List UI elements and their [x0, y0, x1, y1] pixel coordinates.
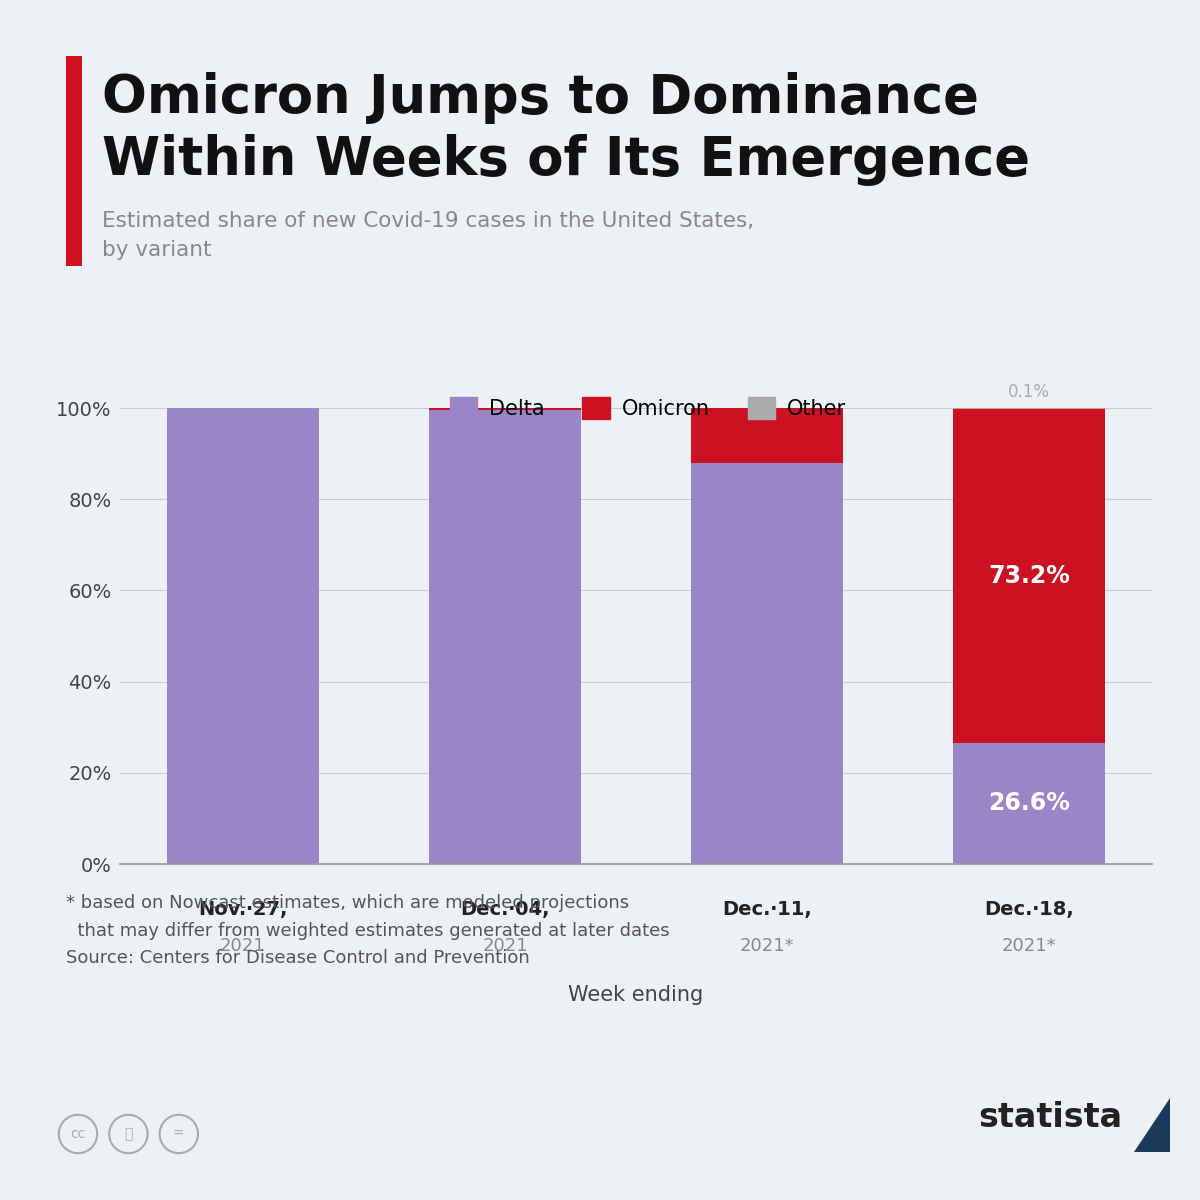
- Legend: Delta, Omicron, Other: Delta, Omicron, Other: [442, 389, 854, 427]
- Bar: [428, 408, 581, 410]
- Text: Nov.‧27,: Nov.‧27,: [198, 900, 288, 919]
- Text: 73.2%: 73.2%: [988, 564, 1070, 588]
- Text: 26.6%: 26.6%: [988, 791, 1070, 815]
- Bar: [428, 410, 581, 864]
- Text: by variant: by variant: [102, 240, 211, 260]
- Text: 2021*: 2021*: [739, 937, 794, 955]
- Text: 2021*: 2021*: [1002, 937, 1056, 955]
- Text: Dec.‧04,: Dec.‧04,: [461, 900, 550, 919]
- Bar: [691, 408, 844, 463]
- Text: Dec.‧18,: Dec.‧18,: [984, 900, 1074, 919]
- Bar: [167, 408, 319, 864]
- Bar: [953, 743, 1105, 864]
- Text: * based on Nowcast estimates, which are modeled projections: * based on Nowcast estimates, which are …: [66, 894, 629, 912]
- Text: statista: statista: [978, 1102, 1122, 1134]
- Text: ⓘ: ⓘ: [125, 1127, 132, 1141]
- Text: Omicron Jumps to Dominance: Omicron Jumps to Dominance: [102, 72, 979, 124]
- Text: that may differ from weighted estimates generated at later dates: that may differ from weighted estimates …: [66, 922, 670, 940]
- Text: Dec.‧11,: Dec.‧11,: [722, 900, 812, 919]
- Text: 2021: 2021: [220, 937, 265, 955]
- Text: Estimated share of new Covid-19 cases in the United States,: Estimated share of new Covid-19 cases in…: [102, 211, 754, 232]
- Text: Week ending: Week ending: [569, 985, 703, 1004]
- Text: =: =: [173, 1127, 185, 1141]
- Text: Source: Centers for Disease Control and Prevention: Source: Centers for Disease Control and …: [66, 949, 529, 967]
- Bar: [691, 463, 844, 864]
- Text: 0.1%: 0.1%: [1008, 383, 1050, 401]
- Text: cc: cc: [71, 1127, 85, 1141]
- Text: 2021: 2021: [482, 937, 528, 955]
- Text: Within Weeks of Its Emergence: Within Weeks of Its Emergence: [102, 134, 1030, 186]
- Bar: [953, 409, 1105, 743]
